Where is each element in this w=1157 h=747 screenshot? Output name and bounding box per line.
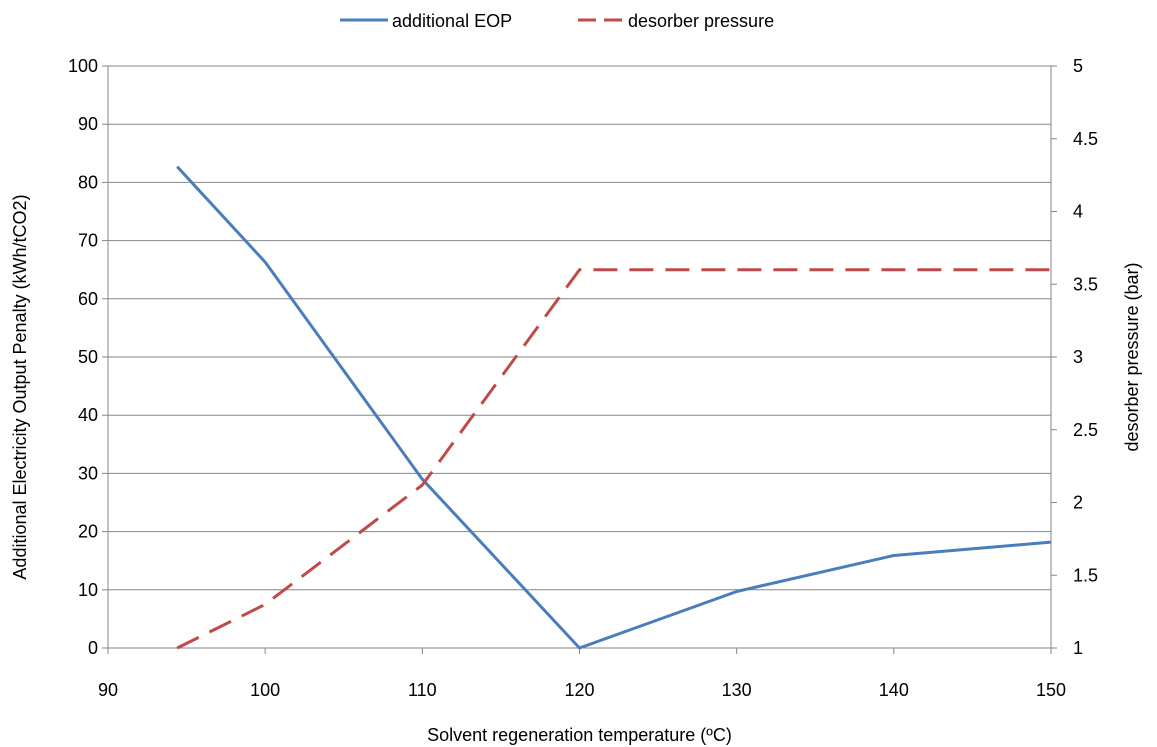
y-left-tick-label: 30 (78, 463, 98, 483)
series-line-desorber-pressure (176, 268, 1051, 650)
legend-label-desorber-pressure: desorber pressure (628, 11, 774, 31)
x-tick-label: 140 (879, 680, 909, 700)
y-left-tick-label: 40 (78, 405, 98, 425)
x-tick-label: 150 (1036, 680, 1066, 700)
y-left-tick-label: 70 (78, 231, 98, 251)
y-left-tick-label: 20 (78, 522, 98, 542)
y-left-tick-label: 0 (88, 638, 98, 658)
axes (102, 65, 1057, 654)
y-left-tick-label: 90 (78, 114, 98, 134)
series-lines (176, 165, 1052, 650)
y-axis-left-title: Additional Electricity Output Penalty (k… (10, 194, 30, 579)
x-tick-label: 90 (98, 680, 118, 700)
y-right-tick-label: 5 (1073, 56, 1083, 76)
y-left-tick-label: 10 (78, 580, 98, 600)
legend-label-additional-eop: additional EOP (392, 11, 512, 31)
y-left-tick-label: 80 (78, 172, 98, 192)
y-right-tick-label: 4.5 (1073, 129, 1098, 149)
y-right-tick-label: 4 (1073, 202, 1083, 222)
y-left-tick-label: 100 (68, 56, 98, 76)
y-right-tick-label: 2 (1073, 493, 1083, 513)
y-axis-right-title: desorber pressure (bar) (1122, 262, 1142, 451)
y-left-tick-label: 50 (78, 347, 98, 367)
y-right-tick-label: 1 (1073, 638, 1083, 658)
x-tick-label: 120 (564, 680, 594, 700)
legend: additional EOP desorber pressure (340, 11, 774, 31)
x-axis-title: Solvent regeneration temperature (ºC) (427, 725, 732, 745)
series-line-additional-eop (176, 165, 1052, 650)
y-left-tick-label: 60 (78, 289, 98, 309)
x-tick-label: 100 (250, 680, 280, 700)
y-right-tick-label: 2.5 (1073, 420, 1098, 440)
x-tick-label: 130 (722, 680, 752, 700)
y-right-tick-label: 1.5 (1073, 565, 1098, 585)
tick-labels: 0 10 20 30 40 50 60 70 80 90 100 1 1.5 2 2.5 3 3.5 4 4.5 5 9… (68, 56, 1098, 700)
gridlines (108, 65, 1051, 591)
x-tick-label: 110 (408, 680, 437, 700)
y-right-tick-label: 3.5 (1073, 274, 1098, 294)
y-right-tick-label: 3 (1073, 347, 1083, 367)
